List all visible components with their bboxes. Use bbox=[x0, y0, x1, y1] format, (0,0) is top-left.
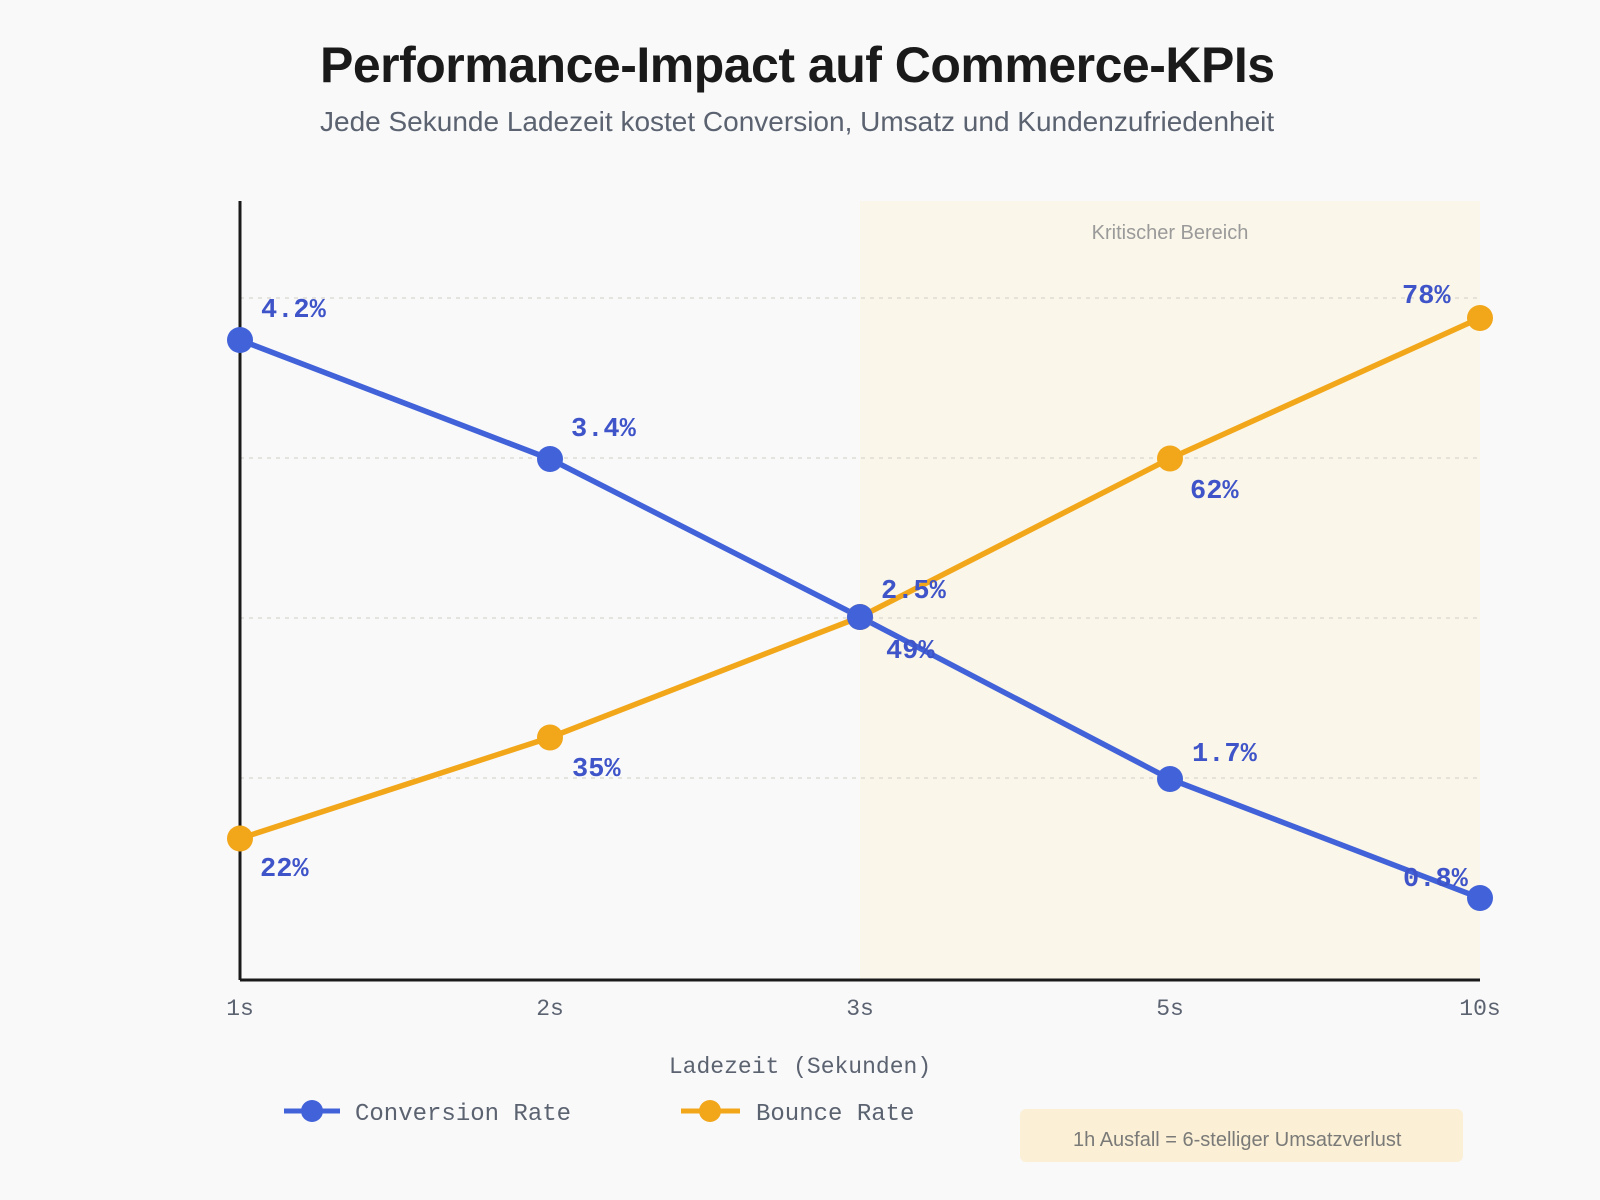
svg-text:3s: 3s bbox=[846, 996, 874, 1022]
svg-text:3.4%: 3.4% bbox=[571, 415, 637, 445]
svg-text:0.8%: 0.8% bbox=[1403, 865, 1469, 895]
svg-text:10s: 10s bbox=[1459, 996, 1500, 1022]
svg-text:Kritischer Bereich: Kritischer Bereich bbox=[1092, 222, 1249, 244]
svg-text:1.7%: 1.7% bbox=[1192, 740, 1258, 770]
svg-text:4.2%: 4.2% bbox=[261, 296, 327, 326]
svg-text:Bounce Rate: Bounce Rate bbox=[756, 1101, 914, 1128]
svg-text:49%: 49% bbox=[886, 637, 935, 667]
svg-text:Ladezeit (Sekunden): Ladezeit (Sekunden) bbox=[669, 1054, 931, 1080]
svg-text:Conversion Rate: Conversion Rate bbox=[355, 1101, 571, 1128]
svg-text:35%: 35% bbox=[572, 755, 621, 785]
svg-text:2s: 2s bbox=[536, 996, 564, 1022]
svg-text:2.5%: 2.5% bbox=[881, 577, 947, 607]
svg-text:1h Ausfall = 6-stelliger Umsat: 1h Ausfall = 6-stelliger Umsatzverlust bbox=[1073, 1129, 1402, 1151]
svg-text:22%: 22% bbox=[260, 855, 309, 885]
svg-text:78%: 78% bbox=[1402, 282, 1451, 312]
svg-text:1s: 1s bbox=[226, 996, 254, 1022]
svg-text:5s: 5s bbox=[1156, 996, 1184, 1022]
svg-text:62%: 62% bbox=[1190, 477, 1239, 507]
